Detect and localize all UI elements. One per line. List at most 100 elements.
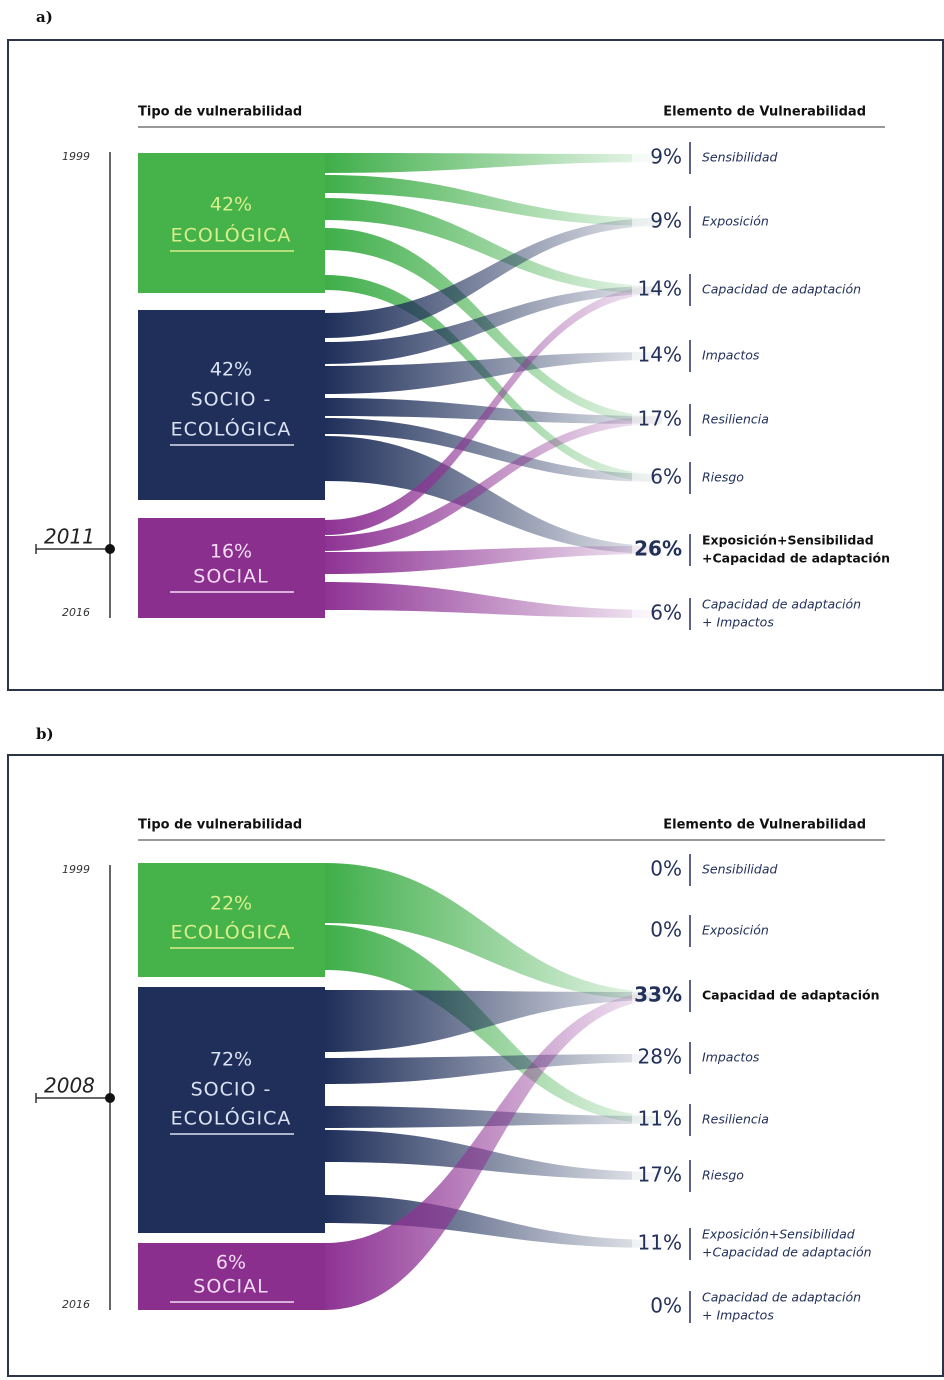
element-label: Riesgo xyxy=(702,470,744,485)
type-node xyxy=(138,1243,325,1310)
type-name: SOCIO - xyxy=(191,1079,272,1101)
element-bg xyxy=(632,1231,686,1257)
type-node xyxy=(138,987,325,1233)
panel-frame xyxy=(7,39,944,691)
flow xyxy=(325,1195,662,1248)
type-percent: 72% xyxy=(210,1049,252,1071)
element-label: Exposición+Sensibilidad xyxy=(702,533,874,548)
type-node xyxy=(138,310,325,500)
element-label: Resiliencia xyxy=(702,412,769,427)
header-left: Tipo de vulnerabilidad xyxy=(138,105,302,120)
timeline-dot xyxy=(105,544,115,554)
element-bg xyxy=(632,857,686,883)
element-percent: 26% xyxy=(634,537,682,561)
timeline-year: 2008 xyxy=(44,1074,95,1098)
header-right: Elemento de Vulnerabilidad xyxy=(663,818,866,833)
element-label: +Capacidad de adaptación xyxy=(702,1245,872,1260)
element-percent: 6% xyxy=(650,601,682,625)
element-bg xyxy=(632,1045,686,1071)
element-bg xyxy=(632,1163,686,1189)
element-bg xyxy=(632,918,686,944)
element-percent: 0% xyxy=(650,857,682,881)
element-bg xyxy=(632,601,686,627)
timeline-end: 2016 xyxy=(62,606,90,619)
element-percent: 6% xyxy=(650,465,682,489)
element-label: Exposición xyxy=(702,214,769,229)
flow xyxy=(325,863,662,1000)
element-percent: 11% xyxy=(638,1231,682,1255)
element-label: Impactos xyxy=(702,348,760,363)
flow xyxy=(325,582,662,618)
header-left: Tipo de vulnerabilidad xyxy=(138,818,302,833)
element-percent: 33% xyxy=(634,983,682,1007)
panel-frame xyxy=(7,754,944,1377)
timeline-start: 1999 xyxy=(62,863,90,876)
element-label: Riesgo xyxy=(702,1168,744,1183)
flow xyxy=(325,153,662,173)
type-name: ECOLÓGICA xyxy=(171,223,292,247)
type-percent: 42% xyxy=(210,359,252,381)
type-name: SOCIAL xyxy=(193,1276,268,1298)
element-bg xyxy=(632,1107,686,1133)
type-name: ECOLÓGICA xyxy=(171,1106,292,1130)
flow xyxy=(325,416,662,551)
element-label: Sensibilidad xyxy=(702,150,777,165)
element-label: Capacidad de adaptación xyxy=(702,988,880,1003)
element-percent: 0% xyxy=(650,918,682,942)
element-bg xyxy=(632,407,686,433)
flow xyxy=(325,398,662,424)
element-bg xyxy=(632,145,686,171)
timeline-end: 2016 xyxy=(62,1298,90,1311)
type-percent: 22% xyxy=(210,893,252,915)
element-percent: 9% xyxy=(650,209,682,233)
flow xyxy=(325,990,662,1052)
element-bg xyxy=(632,465,686,491)
type-node xyxy=(138,518,325,618)
type-name: SOCIAL xyxy=(193,566,268,588)
flow xyxy=(325,286,662,535)
type-percent: 6% xyxy=(216,1252,246,1274)
element-label: Capacidad de adaptación xyxy=(702,282,861,297)
element-bg xyxy=(632,537,686,563)
timeline-dot xyxy=(105,1093,115,1103)
panel-label: b) xyxy=(36,725,54,743)
element-percent: 17% xyxy=(638,407,682,431)
flow xyxy=(325,352,662,394)
flow xyxy=(325,418,662,482)
type-node xyxy=(138,863,325,977)
panel-label: a) xyxy=(36,8,53,26)
element-percent: 14% xyxy=(638,277,682,301)
element-label: + Impactos xyxy=(702,615,774,630)
header-right: Elemento de Vulnerabilidad xyxy=(663,105,866,120)
flow xyxy=(325,286,662,364)
timeline-start: 1999 xyxy=(62,150,90,163)
element-percent: 11% xyxy=(638,1107,682,1131)
flow xyxy=(325,1054,662,1084)
flow xyxy=(325,546,662,574)
element-label: Capacidad de adaptación xyxy=(702,1290,861,1305)
element-bg xyxy=(632,209,686,235)
element-label: Sensibilidad xyxy=(702,862,777,877)
element-label: Exposición xyxy=(702,923,769,938)
flow xyxy=(325,1130,662,1180)
element-label: +Capacidad de adaptación xyxy=(702,551,890,566)
element-label: Resiliencia xyxy=(702,1112,769,1127)
flow xyxy=(325,218,662,338)
type-percent: 16% xyxy=(210,541,252,563)
flow xyxy=(325,275,662,482)
element-bg xyxy=(632,343,686,369)
timeline-year: 2011 xyxy=(44,525,95,549)
type-node xyxy=(138,153,325,293)
type-name: ECOLÓGICA xyxy=(171,920,292,944)
flow xyxy=(325,175,662,226)
flow xyxy=(325,198,662,294)
flow xyxy=(325,436,662,554)
element-bg xyxy=(632,277,686,303)
type-percent: 42% xyxy=(210,194,252,216)
type-name: ECOLÓGICA xyxy=(171,417,292,441)
element-percent: 9% xyxy=(650,145,682,169)
type-name: SOCIO - xyxy=(191,389,272,411)
element-percent: 17% xyxy=(638,1163,682,1187)
flow xyxy=(325,992,662,1310)
